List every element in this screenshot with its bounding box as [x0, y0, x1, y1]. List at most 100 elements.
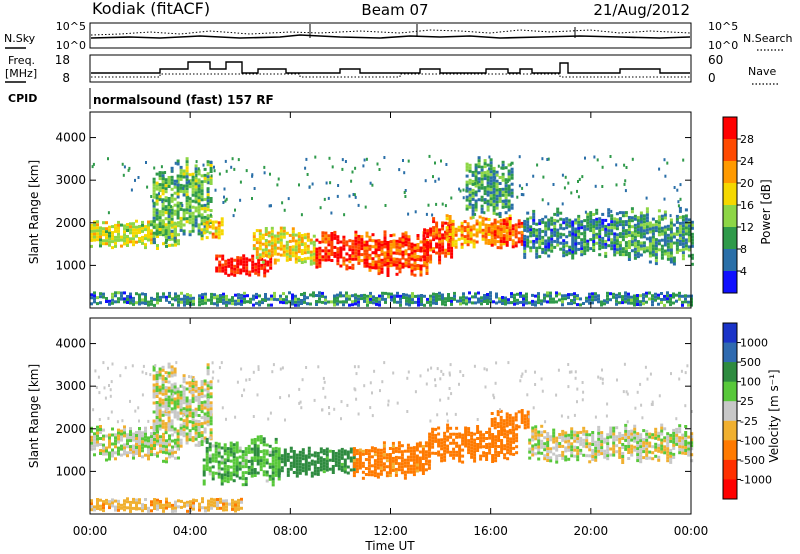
data-cell: [438, 258, 442, 262]
data-cell: [382, 453, 386, 457]
data-cell: [624, 214, 628, 218]
data-cell: [304, 469, 308, 473]
data-cell: [158, 183, 162, 187]
data-cell: [589, 220, 593, 224]
data-cell: [292, 450, 296, 453]
data-cell: [589, 247, 593, 251]
data-cell: [466, 228, 470, 232]
data-cell: [586, 221, 590, 225]
data-cell: [515, 445, 519, 449]
data-cell: [385, 453, 389, 457]
data-cell: [167, 236, 171, 239]
data-cell: [386, 247, 390, 250]
data-cell: [336, 293, 339, 297]
data-cell: [374, 239, 378, 243]
data-cell: [567, 293, 570, 297]
data-cell: [102, 230, 105, 234]
data-cell: [236, 265, 240, 269]
data-cell: [500, 430, 504, 433]
data-cell: [639, 217, 643, 221]
data-cell: [300, 240, 304, 243]
data-cell: [562, 221, 566, 225]
data-cell: [388, 468, 392, 471]
data-cell: [419, 273, 423, 277]
data-cell: [468, 178, 472, 182]
data-cell: [173, 233, 177, 237]
data-cell: [523, 423, 527, 427]
data-cell: [297, 297, 300, 301]
data-cell: [394, 458, 398, 462]
data-cell: [483, 192, 487, 196]
data-cell: [546, 432, 550, 435]
data-cell: [621, 250, 625, 254]
data-cell: [447, 299, 450, 302]
data-cell: [447, 293, 450, 296]
data-cell: [205, 437, 209, 441]
data-cell: [358, 460, 362, 464]
data-cell: [669, 239, 673, 243]
data-cell: [465, 186, 469, 190]
data-cell: [589, 214, 593, 218]
data-cell: [262, 452, 266, 456]
data-cell: [211, 444, 215, 448]
data-cell: [319, 447, 323, 451]
speckle-cell: [269, 172, 271, 176]
data-cell: [96, 229, 99, 233]
data-cell: [477, 300, 480, 304]
data-cell: [186, 293, 189, 296]
data-cell: [654, 250, 658, 254]
data-cell: [457, 237, 461, 241]
data-cell: [232, 446, 236, 450]
data-cell: [499, 222, 503, 226]
speckle-cell: [354, 166, 357, 170]
data-cell: [298, 462, 302, 466]
data-cell: [90, 435, 93, 439]
data-cell: [342, 303, 345, 307]
data-cell: [168, 294, 171, 298]
data-cell: [501, 190, 505, 194]
data-cell: [229, 477, 233, 481]
data-cell: [538, 240, 542, 244]
data-cell: [257, 273, 261, 277]
data-cell: [639, 439, 643, 443]
data-cell: [200, 401, 204, 405]
data-cell: [288, 239, 292, 243]
data-cell: [610, 226, 614, 230]
data-cell: [400, 465, 404, 469]
data-cell: [307, 461, 311, 465]
data-cell: [607, 238, 611, 242]
data-cell: [537, 430, 541, 434]
data-cell: [301, 451, 305, 455]
data-cell: [176, 183, 180, 187]
data-cell: [174, 444, 177, 448]
data-cell: [553, 230, 557, 234]
data-cell: [168, 291, 171, 295]
data-cell: [395, 272, 399, 276]
data-cell: [164, 223, 168, 227]
data-cell: [512, 446, 516, 450]
data-cell: [202, 458, 206, 462]
data-cell: [376, 466, 380, 470]
data-cell: [291, 245, 295, 249]
data-cell: [191, 193, 195, 197]
data-cell: [279, 297, 282, 301]
data-cell: [111, 451, 114, 455]
data-cell: [216, 294, 219, 298]
data-cell: [321, 255, 325, 259]
data-cell: [197, 214, 201, 218]
data-cell: [185, 405, 189, 409]
data-cell: [337, 458, 341, 462]
data-cell: [494, 453, 498, 457]
data-cell: [164, 389, 168, 393]
data-cell: [464, 429, 468, 433]
data-cell: [645, 222, 649, 226]
data-cell: [526, 419, 530, 423]
data-cell: [477, 198, 481, 202]
data-cell: [126, 436, 129, 440]
data-cell: [363, 240, 367, 244]
data-cell: [155, 392, 159, 395]
data-cell: [537, 433, 541, 437]
data-cell: [270, 241, 274, 245]
data-cell: [423, 228, 427, 232]
data-cell: [562, 227, 566, 231]
